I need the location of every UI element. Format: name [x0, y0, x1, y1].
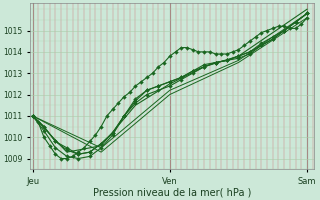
- X-axis label: Pression niveau de la mer( hPa ): Pression niveau de la mer( hPa ): [93, 187, 251, 197]
